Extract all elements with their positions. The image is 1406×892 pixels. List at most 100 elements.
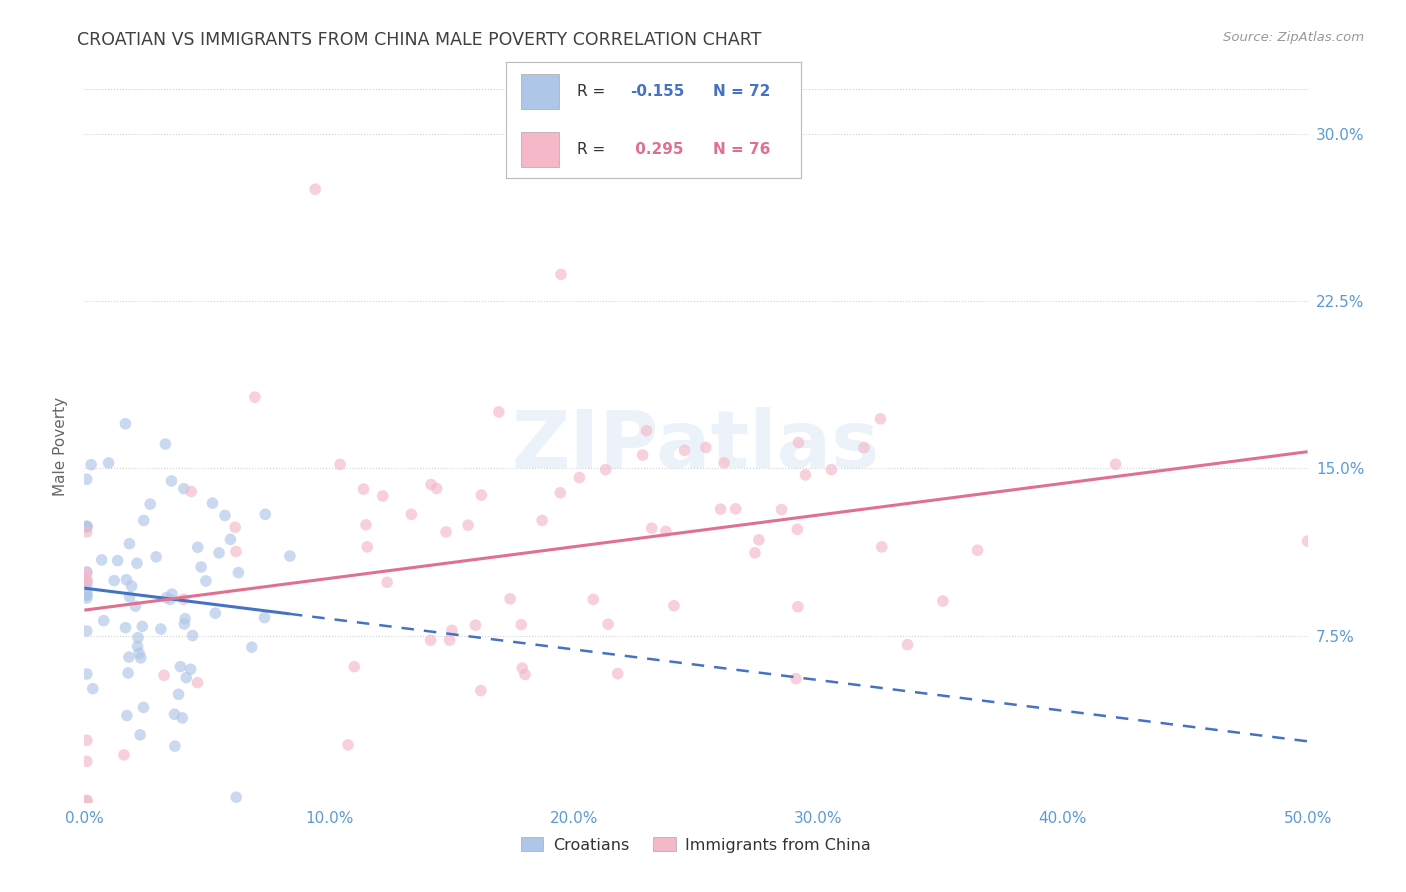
Point (149, 622, 172, 636)
Point (744, 546, 766, 560)
Point (115, 708, 138, 723)
Point (121, 579, 143, 593)
Text: N = 76: N = 76 (713, 142, 770, 157)
Point (440, 624, 463, 638)
Bar (520, 132, 560, 167)
Point (329, 458, 352, 472)
Point (356, 540, 378, 554)
Point (513, 667, 536, 681)
Point (153, 668, 176, 682)
Point (139, 497, 162, 511)
Point (214, 508, 236, 523)
Point (770, 502, 793, 516)
Point (853, 441, 876, 455)
Point (93, 614, 115, 628)
Point (155, 591, 177, 605)
Point (127, 640, 149, 654)
Point (174, 612, 197, 626)
Point (426, 482, 449, 496)
Point (655, 524, 678, 539)
Point (219, 533, 242, 547)
Point (129, 650, 152, 665)
Point (243, 390, 266, 404)
Point (172, 711, 194, 725)
Point (76, 574, 98, 589)
Point (114, 417, 136, 431)
Point (748, 533, 770, 547)
Point (180, 484, 202, 499)
Legend: Croatians, Immigrants from China: Croatians, Immigrants from China (515, 830, 877, 859)
Point (173, 592, 195, 607)
Point (253, 610, 276, 624)
Point (240, 640, 263, 655)
Text: 0.295: 0.295 (630, 142, 683, 157)
Text: -0.155: -0.155 (630, 84, 685, 99)
Point (114, 621, 136, 635)
Point (76, 574, 98, 589)
Point (695, 441, 717, 455)
Point (548, 485, 571, 500)
Point (304, 182, 326, 196)
Point (794, 467, 817, 482)
Point (531, 513, 554, 527)
Point (76, 524, 98, 539)
Point (80, 458, 103, 472)
Point (353, 482, 375, 496)
Point (568, 470, 591, 484)
Point (76, 794, 98, 808)
Point (163, 739, 186, 753)
Point (160, 587, 183, 601)
Point (371, 489, 394, 503)
Point (204, 606, 226, 620)
Point (76, 472, 98, 486)
Text: R =: R = (576, 84, 605, 99)
Point (208, 546, 231, 560)
Point (510, 661, 533, 675)
Point (190, 560, 212, 574)
Y-axis label: Male Poverty: Male Poverty (53, 396, 69, 496)
Point (225, 790, 247, 805)
Point (201, 496, 224, 510)
Point (464, 618, 486, 632)
Point (641, 521, 664, 535)
Text: N = 72: N = 72 (713, 84, 770, 99)
Point (129, 728, 152, 742)
Point (124, 599, 146, 614)
Point (103, 574, 125, 588)
Point (470, 683, 492, 698)
Point (724, 501, 747, 516)
Point (167, 687, 190, 701)
Point (107, 553, 129, 567)
Point (631, 448, 654, 462)
Point (550, 268, 572, 282)
Point (598, 617, 620, 632)
Point (662, 599, 685, 613)
Point (160, 474, 183, 488)
Point (169, 659, 191, 673)
Point (896, 638, 918, 652)
Point (786, 522, 808, 536)
Point (118, 650, 141, 665)
Point (76, 588, 98, 602)
Point (76, 755, 98, 769)
Point (606, 666, 628, 681)
Point (173, 617, 195, 632)
Text: Source: ZipAtlas.com: Source: ZipAtlas.com (1223, 31, 1364, 45)
Point (76, 733, 98, 747)
Point (76, 591, 98, 606)
Point (76, 585, 98, 599)
Point (76, 565, 98, 579)
Point (709, 502, 731, 516)
Point (787, 435, 810, 450)
Point (76, 519, 98, 533)
Point (132, 700, 155, 714)
Point (173, 482, 195, 496)
Point (76, 566, 98, 580)
Point (194, 574, 217, 588)
Point (228, 566, 250, 580)
Point (488, 405, 510, 419)
Bar (520, 74, 560, 109)
Point (869, 412, 891, 426)
Point (76, 572, 98, 586)
Point (785, 672, 807, 686)
